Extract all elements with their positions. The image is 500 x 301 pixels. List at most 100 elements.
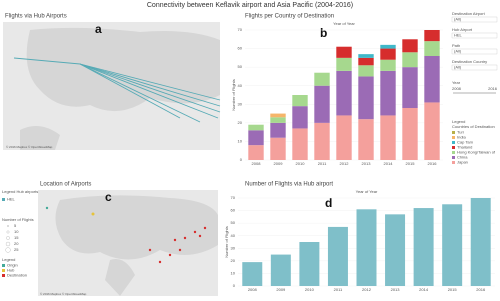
- legend-item: 15: [14, 235, 19, 240]
- bar-segment: [314, 122, 330, 160]
- bar-segment: [380, 48, 396, 60]
- size-swatch: [5, 241, 11, 247]
- x-axis-title: Year of Year: [356, 189, 378, 194]
- legend-item: Hub: [7, 268, 15, 273]
- bar-segment: [380, 59, 396, 71]
- x-tick-label: 2016: [428, 161, 438, 166]
- legend-swatch: [2, 264, 5, 267]
- bar: [356, 209, 377, 286]
- legend-title: Legend Hub airports: [2, 189, 38, 194]
- bar-segment: [358, 57, 374, 66]
- x-tick-label: 2008: [248, 287, 258, 292]
- y-axis-title: Number of Flights: [224, 226, 229, 258]
- bar-segment: [380, 44, 396, 49]
- chart-title: Number of Flights via Hub airport: [245, 182, 333, 188]
- legend-item: 10: [14, 229, 19, 234]
- legend-item: HEL: [7, 197, 16, 202]
- filter-title: Destination Airport: [452, 11, 486, 16]
- legend-item: 20: [14, 241, 19, 246]
- bar-segment: [402, 39, 418, 53]
- bar-segment: [402, 108, 418, 160]
- legend-item: Cap Tam: [457, 140, 474, 145]
- x-tick-label: 2015: [448, 287, 458, 292]
- bar-segment: [424, 56, 440, 103]
- bar-segment: [402, 52, 418, 68]
- bar-segment: [292, 106, 308, 129]
- filter-dropdown[interactable]: [451, 48, 498, 55]
- filter-title: Legend: [452, 119, 465, 124]
- filter-value: 2016: [488, 86, 498, 91]
- x-tick-label: 2008: [252, 161, 262, 166]
- legend-item: Hong Kong/Taiwan of: [457, 150, 496, 155]
- x-tick-label: 2016: [476, 287, 486, 292]
- x-tick-label: 2012: [362, 287, 372, 292]
- bar: [242, 262, 263, 286]
- bar: [413, 208, 434, 286]
- bar-segment: [336, 70, 352, 116]
- map-credit: © 2016 Mapbox © OpenStreetMap: [6, 145, 53, 149]
- size-swatch: [6, 236, 10, 240]
- map-c: [38, 190, 218, 296]
- x-tick-label: 2011: [318, 161, 327, 166]
- filter-title: Year: [452, 80, 461, 85]
- y-tick-label: 10: [231, 270, 236, 275]
- filter-value: (All): [454, 17, 462, 22]
- legend-item: 5: [14, 223, 17, 228]
- filter-value: (All): [454, 49, 462, 54]
- y-tick-label: 60: [231, 208, 236, 213]
- y-tick-label: 0: [240, 157, 243, 162]
- y-tick-label: 0: [233, 283, 236, 288]
- bar-segment: [270, 117, 286, 123]
- panel-label: d: [325, 196, 332, 210]
- bar-segment: [314, 72, 330, 86]
- filter-title: Destination Country: [452, 59, 487, 64]
- panel-label: b: [320, 26, 327, 40]
- y-tick-label: 50: [231, 220, 236, 225]
- legend-item: 25: [14, 247, 19, 252]
- bar-segment: [270, 137, 286, 160]
- bar-segment: [336, 57, 352, 71]
- chart-title: Flights per Country of Destination: [245, 14, 334, 20]
- bar-segment: [358, 65, 374, 77]
- legend-item: Destination: [7, 273, 27, 278]
- filter-dropdown[interactable]: [451, 16, 498, 23]
- size-swatch: [6, 230, 10, 234]
- filter-dropdown[interactable]: [451, 32, 498, 39]
- y-tick-label: 20: [238, 120, 243, 125]
- y-tick-label: 40: [231, 233, 236, 238]
- bar-segment: [270, 122, 286, 138]
- y-tick-label: 40: [238, 83, 243, 88]
- bar-segment: [292, 95, 308, 107]
- legend-item: India: [457, 135, 466, 140]
- x-tick-label: 2010: [305, 287, 315, 292]
- bar-segment: [292, 128, 308, 160]
- legend-title: Number of Flights: [2, 217, 34, 222]
- x-tick-label: 2014: [384, 161, 394, 166]
- filter-value: (All): [454, 65, 462, 70]
- y-tick-label: 30: [238, 101, 243, 106]
- x-tick-label: 2015: [406, 161, 416, 166]
- legend-swatch: [452, 136, 455, 139]
- legend-item: Thailand: [457, 145, 472, 150]
- filter-subtitle: Countries of Destination: [452, 124, 495, 129]
- legend-swatch: [2, 274, 5, 277]
- x-tick-label: 2013: [391, 287, 401, 292]
- bar-segment: [314, 85, 330, 123]
- bar-segment: [248, 124, 264, 131]
- filter-value: HEL: [454, 33, 463, 38]
- bar: [385, 214, 406, 286]
- bar-segment: [424, 102, 440, 160]
- y-tick-label: 20: [231, 258, 236, 263]
- bar-segment: [336, 46, 352, 58]
- bar-segment: [358, 119, 374, 160]
- map-credit: © 2016 Mapbox © OpenStreetMap: [40, 292, 87, 296]
- bar-segment: [248, 130, 264, 146]
- x-tick-label: 2011: [334, 287, 343, 292]
- bar-segment: [248, 145, 264, 160]
- filter-title: Path: [452, 43, 460, 48]
- filter-value: 2008: [452, 86, 462, 91]
- bar-segment: [424, 30, 440, 42]
- filter-dropdown[interactable]: [451, 64, 498, 71]
- bar-segment: [424, 41, 440, 56]
